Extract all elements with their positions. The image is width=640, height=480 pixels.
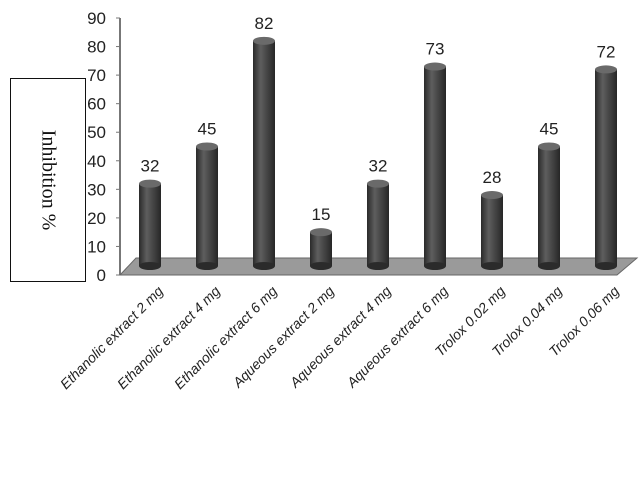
bar-base xyxy=(424,262,446,270)
y-tick-label: 80 xyxy=(87,38,106,57)
bar-base xyxy=(196,262,218,270)
bars xyxy=(139,36,617,270)
bar-body xyxy=(310,232,332,266)
data-labels: 32 45 82 15 32 73 28 45 72 xyxy=(141,14,616,224)
bar xyxy=(310,228,332,270)
bar-top xyxy=(367,179,389,188)
bar-body xyxy=(424,66,446,267)
data-label: 45 xyxy=(198,120,217,139)
y-tick-label: 30 xyxy=(87,180,106,199)
bar-base xyxy=(538,262,560,270)
bar-top xyxy=(424,62,446,71)
bar-top xyxy=(481,191,503,200)
category-label: Aqueous extract 6 mg xyxy=(343,283,451,391)
bar-body xyxy=(367,183,389,266)
y-tick-label: 10 xyxy=(87,237,106,256)
bar xyxy=(538,142,560,270)
category-label: Ethanolic extract 6 mg xyxy=(171,283,280,392)
y-tick-label: 90 xyxy=(87,9,106,28)
bar-base xyxy=(253,262,275,270)
category-label: Aqueous extract 4 mg xyxy=(286,283,394,391)
bar-base xyxy=(139,262,161,270)
data-label: 45 xyxy=(540,120,559,139)
bar-top xyxy=(139,179,161,188)
bar-body xyxy=(481,195,503,266)
y-axis-label-box: Inhibition % xyxy=(10,78,86,282)
bar-body xyxy=(595,69,617,267)
bar xyxy=(253,36,275,270)
bar xyxy=(196,142,218,270)
bar-base xyxy=(310,262,332,270)
bar xyxy=(595,65,617,270)
data-label: 82 xyxy=(255,14,274,33)
category-label: Ethanolic extract 4 mg xyxy=(114,283,223,392)
y-axis-label: Inhibition % xyxy=(37,129,60,231)
bar xyxy=(139,179,161,270)
bar-base xyxy=(481,262,503,270)
y-axis: 0 10 20 30 40 50 60 70 80 90 xyxy=(87,9,121,285)
bar xyxy=(424,62,446,270)
y-tick-label: 20 xyxy=(87,209,106,228)
bar-body xyxy=(253,40,275,266)
y-tick-label: 50 xyxy=(87,123,106,142)
bar-base xyxy=(367,262,389,270)
bar-body xyxy=(538,146,560,266)
bar-base xyxy=(595,262,617,270)
y-tick-label: 40 xyxy=(87,152,106,171)
category-label: Aqueous extract 2 mg xyxy=(229,283,337,391)
data-label: 73 xyxy=(426,40,445,59)
y-tick-label: 0 xyxy=(97,266,106,285)
data-label: 72 xyxy=(597,42,616,61)
data-label: 28 xyxy=(483,168,502,187)
bar xyxy=(481,191,503,270)
bar-top xyxy=(538,142,560,151)
bar-top xyxy=(310,228,332,237)
bar xyxy=(367,179,389,270)
y-tick-label: 60 xyxy=(87,95,106,114)
bar-top xyxy=(196,142,218,151)
bar-top xyxy=(253,36,275,45)
data-label: 32 xyxy=(141,157,160,176)
bar-top xyxy=(595,65,617,74)
y-tick-label: 70 xyxy=(87,66,106,85)
data-label: 32 xyxy=(369,157,388,176)
bar-body xyxy=(139,183,161,266)
bar-body xyxy=(196,146,218,266)
category-label: Ethanolic extract 2 mg xyxy=(57,283,166,392)
data-label: 15 xyxy=(312,205,331,224)
